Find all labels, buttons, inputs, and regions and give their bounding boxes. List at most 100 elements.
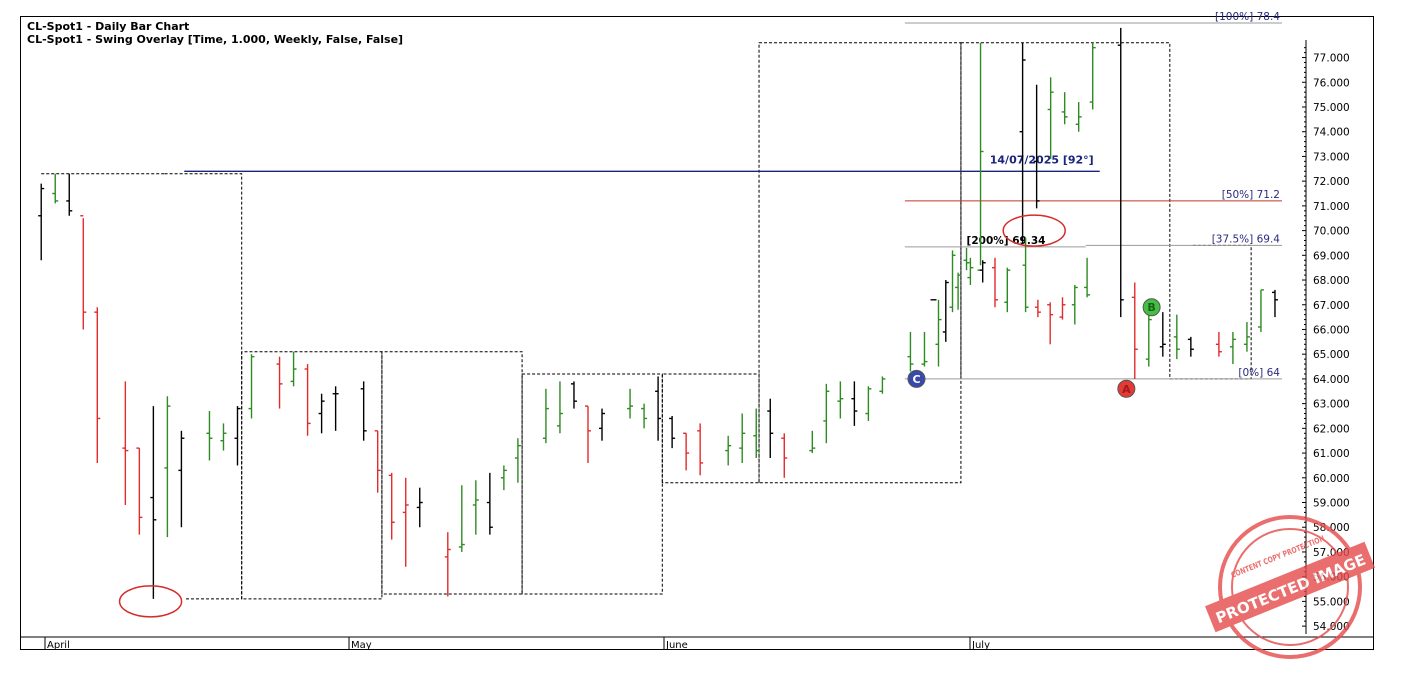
price-bar <box>753 408 760 459</box>
y-tick-label: 69.000 <box>1313 250 1350 262</box>
price-bar <box>52 173 59 204</box>
price-bar <box>234 406 241 466</box>
price-bar <box>136 447 143 535</box>
price-bar <box>1243 322 1250 352</box>
x-axis: April May June July <box>20 636 1374 651</box>
fib-level-label: [0%] 64 <box>1238 367 1280 379</box>
stamp-text: PROTECTED IMAGE <box>1213 551 1368 628</box>
fib-level-label: [100%] 78.4 <box>1215 11 1280 23</box>
swing-box <box>164 173 243 600</box>
y-tick-label: 67.000 <box>1313 300 1350 312</box>
y-tick-label: 73.000 <box>1313 151 1350 163</box>
x-month-label: July <box>971 640 990 651</box>
price-bar <box>458 485 465 552</box>
price-bar <box>879 376 886 394</box>
price-bar <box>570 381 577 409</box>
price-bar <box>641 403 648 429</box>
price-bar <box>388 472 395 540</box>
price-bar <box>991 257 998 308</box>
price-bar <box>248 354 255 419</box>
price-bar <box>276 356 283 409</box>
price-bar <box>1173 314 1180 360</box>
price-bar <box>1022 238 1029 313</box>
marker-label: C <box>912 373 920 386</box>
price-bar <box>584 405 591 463</box>
y-tick-label: 55.000 <box>1313 596 1350 608</box>
y-tick-label: 71.000 <box>1313 201 1350 213</box>
price-bar <box>1089 42 1096 110</box>
price-bar <box>1019 42 1026 243</box>
swing-box <box>758 42 962 484</box>
marker-circle <box>1142 298 1161 317</box>
y-tick-label: 61.000 <box>1313 448 1350 460</box>
price-bar <box>150 406 157 599</box>
price-bar <box>1229 331 1236 365</box>
price-bar <box>542 388 549 444</box>
price-bar <box>967 257 974 285</box>
x-month-label: May <box>351 640 372 651</box>
price-bar <box>935 299 942 367</box>
marker-circle <box>1117 379 1136 398</box>
price-bar <box>979 260 986 283</box>
y-tick-label: 74.000 <box>1313 127 1350 139</box>
price-bar <box>697 423 704 476</box>
price-bar <box>627 388 634 419</box>
price-bar <box>486 472 493 535</box>
y-tick-label: 62.000 <box>1313 423 1350 435</box>
price-bar <box>1257 289 1264 332</box>
fib-level-label: [37.5%] 69.4 <box>1212 233 1281 245</box>
chart-subtitle: CL-Spot1 - Swing Overlay [Time, 1.000, W… <box>27 33 404 46</box>
y-tick-label: 72.000 <box>1313 176 1350 188</box>
price-bar <box>1061 92 1068 125</box>
marker-circle <box>907 369 926 388</box>
chart-annotations: A B C <box>118 214 1161 618</box>
marker-label: A <box>1122 383 1131 396</box>
y-tick-label: 59.000 <box>1313 498 1350 510</box>
price-bar <box>781 433 788 478</box>
swing-box <box>960 42 1252 380</box>
price-bar <box>304 364 311 436</box>
fib-level-label: [50%] 71.2 <box>1222 189 1280 201</box>
price-bar <box>1075 102 1082 132</box>
price-bar <box>767 398 774 459</box>
price-bar <box>1059 297 1066 320</box>
price-bar <box>360 381 367 441</box>
price-bar <box>669 415 676 449</box>
price-bar <box>206 411 213 461</box>
y-tick-label: 64.000 <box>1313 374 1350 386</box>
price-bar <box>38 183 45 261</box>
swing-marker-c: C <box>907 369 926 388</box>
price-bar <box>1047 77 1054 159</box>
price-bar <box>1187 336 1194 357</box>
price-bar <box>1131 282 1138 379</box>
price-bar <box>907 331 914 372</box>
swing-circle <box>1002 214 1066 247</box>
price-bar <box>1117 27 1124 318</box>
price-bar <box>472 480 479 535</box>
price-bar <box>1033 84 1040 209</box>
swing-circle <box>118 585 183 618</box>
time-line-label: 14/07/2025 [92°] <box>990 153 1094 166</box>
y-tick-label: 77.000 <box>1313 53 1350 65</box>
price-bar <box>374 430 381 493</box>
price-bar <box>921 331 928 367</box>
price-bars <box>38 27 1278 599</box>
price-bar <box>1071 284 1078 325</box>
price-bar <box>683 432 690 471</box>
price-bar <box>739 413 746 463</box>
price-bar <box>655 376 662 441</box>
y-tick-label: 70.000 <box>1313 226 1350 238</box>
price-bar <box>556 381 563 434</box>
price-bar <box>122 381 129 505</box>
price-bar <box>178 430 185 528</box>
x-month-label: June <box>665 640 688 651</box>
price-bar <box>837 381 844 419</box>
chart-title: CL-Spot1 - Daily Bar Chart <box>27 20 190 33</box>
price-bar <box>1159 312 1166 357</box>
price-bar <box>1034 299 1041 318</box>
swing-marker-a: A <box>1117 379 1136 398</box>
chart-titles: CL-Spot1 - Daily Bar Chart CL-Spot1 - Sw… <box>27 20 403 46</box>
price-bar <box>809 430 816 454</box>
y-tick-label: 68.000 <box>1313 275 1350 287</box>
